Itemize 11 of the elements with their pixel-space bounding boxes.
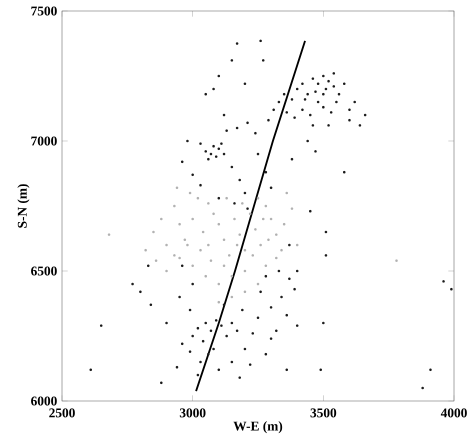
x-tick-label: 2500 <box>49 408 75 418</box>
y-tick-label: 7500 <box>31 6 57 16</box>
y-tick-label: 6000 <box>31 396 57 406</box>
x-axis-title: W-E (m) <box>233 421 282 434</box>
y-tick-label: 7000 <box>31 136 57 146</box>
x-tick-label: 3000 <box>180 408 206 418</box>
line-series <box>195 40 306 392</box>
x-tick-label: 3500 <box>310 408 336 418</box>
y-axis-title: S-N (m) <box>17 184 30 228</box>
y-tick-label: 6500 <box>31 266 57 276</box>
x-tick-label: 4000 <box>440 408 467 418</box>
